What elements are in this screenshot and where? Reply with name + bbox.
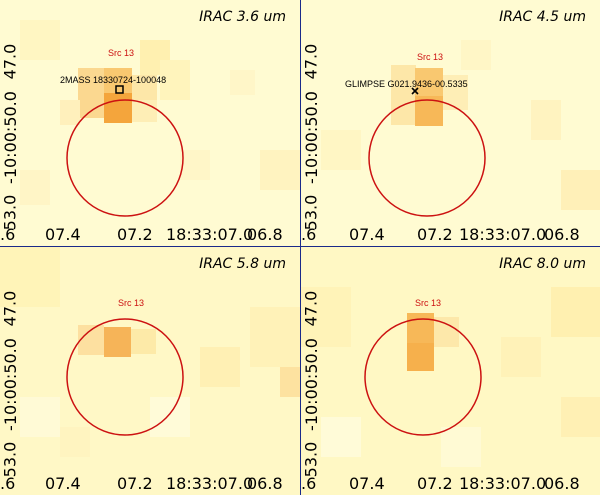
src-label: Src 13 xyxy=(118,298,145,308)
aperture-circle xyxy=(368,99,486,217)
source-name: 2MASS 18330724-100048 xyxy=(60,75,167,85)
panel-irac-8-0: IRAC 8.0 um Src 13 53.0 -10:00:50.0 47.0… xyxy=(301,247,600,495)
y-axis-labels: 53.0 -10:00:50.0 47.0 xyxy=(301,291,321,478)
y-axis-labels: 53.0 -10:00:50.0 47.0 xyxy=(0,291,20,478)
x-tick: 06.8 xyxy=(247,474,283,493)
x-tick: 07.4 xyxy=(349,474,385,493)
src-label: Src 13 xyxy=(415,298,442,308)
src-label: Src 13 xyxy=(417,52,444,62)
x-tick: 18:33:07.0 xyxy=(166,225,254,244)
panel-divider-horizontal xyxy=(0,246,600,247)
x-tick: 18:33:07.0 xyxy=(459,225,547,244)
x-tick: 07.2 xyxy=(117,474,153,493)
image-irac-3-6 xyxy=(0,0,300,246)
x-tick: 18:33:07.0 xyxy=(459,474,547,493)
x-tick: .6 xyxy=(301,225,317,244)
y-tick: 47.0 xyxy=(0,290,20,327)
panel-title: IRAC 5.8 um xyxy=(199,256,286,272)
square-marker xyxy=(115,85,124,94)
x-tick: .6 xyxy=(0,225,16,244)
y-tick: -10:00:50.0 xyxy=(0,90,20,184)
x-tick: 07.2 xyxy=(417,225,453,244)
x-tick: 07.4 xyxy=(45,225,81,244)
x-tick: 07.4 xyxy=(349,225,385,244)
panel-title: IRAC 8.0 um xyxy=(499,256,586,272)
aperture-circle xyxy=(364,318,482,436)
y-tick: 53.0 xyxy=(0,441,20,478)
panel-irac-5-8: IRAC 5.8 um Src 13 53.0 -10:00:50.0 47.0… xyxy=(0,247,300,495)
x-axis-labels: .6 07.4 07.2 18:33:07.0 06.8 xyxy=(0,224,300,246)
src-label: Src 13 xyxy=(108,48,135,58)
x-tick: 06.8 xyxy=(544,474,580,493)
y-tick: -10:00:50.0 xyxy=(0,337,20,431)
panel-divider-vertical xyxy=(300,0,301,495)
image-irac-8-0 xyxy=(301,247,600,495)
x-tick: 07.4 xyxy=(45,474,81,493)
panel-title: IRAC 3.6 um xyxy=(199,9,286,25)
y-tick: 53.0 xyxy=(301,441,321,478)
panel-title: IRAC 4.5 um xyxy=(499,9,586,25)
x-axis-labels: .6 07.4 07.2 18:33:07.0 06.8 xyxy=(301,224,600,246)
image-irac-4-5 xyxy=(301,0,600,246)
x-marker xyxy=(411,87,419,95)
panel-irac-4-5: IRAC 4.5 um Src 13 GLIMPSE G021.9436-00.… xyxy=(301,0,600,246)
x-tick: 07.2 xyxy=(417,474,453,493)
image-irac-5-8 xyxy=(0,247,300,495)
aperture-circle xyxy=(66,318,184,436)
y-tick: -10:00:50.0 xyxy=(301,337,321,431)
y-axis-labels: 53.0 -10:00:50.0 47.0 xyxy=(0,44,20,231)
y-tick: 47.0 xyxy=(0,43,20,80)
x-tick: 07.2 xyxy=(117,225,153,244)
x-tick: .6 xyxy=(0,474,16,493)
y-axis-labels: 53.0 -10:00:50.0 47.0 xyxy=(301,44,321,231)
x-axis-labels: .6 07.4 07.2 18:33:07.0 06.8 xyxy=(301,473,600,495)
x-tick: 18:33:07.0 xyxy=(166,474,254,493)
x-tick: 06.8 xyxy=(247,225,283,244)
aperture-circle xyxy=(66,99,184,217)
panel-irac-3-6: IRAC 3.6 um Src 13 2MASS 18330724-100048… xyxy=(0,0,300,246)
y-tick: -10:00:50.0 xyxy=(301,90,321,184)
y-tick: 47.0 xyxy=(301,43,321,80)
x-tick: .6 xyxy=(301,474,317,493)
x-tick: 06.8 xyxy=(544,225,580,244)
y-tick: 47.0 xyxy=(301,290,321,327)
x-axis-labels: .6 07.4 07.2 18:33:07.0 06.8 xyxy=(0,473,300,495)
source-name: GLIMPSE G021.9436-00.5335 xyxy=(345,79,468,89)
